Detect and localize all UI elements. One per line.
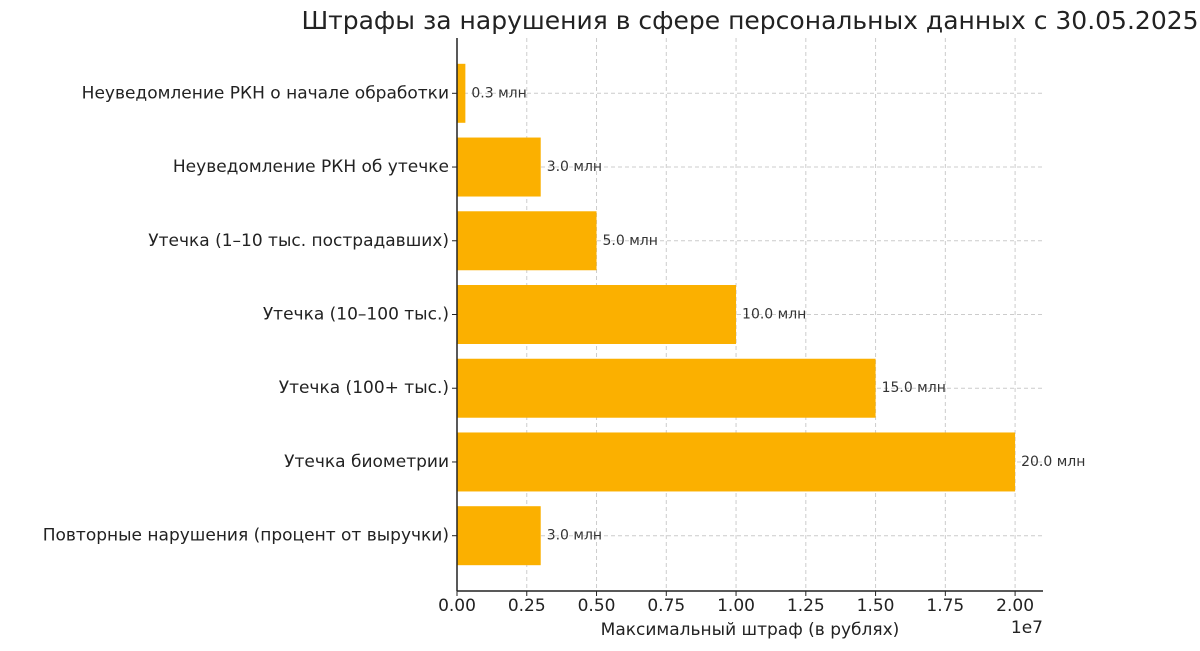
y-tick-label: Неуведомление РКН о начале обработки	[82, 83, 449, 103]
x-tick-label: 0.50	[578, 596, 616, 616]
y-tick-label: Утечка биометрии	[284, 452, 449, 472]
value-label: 3.0 млн	[547, 159, 602, 175]
y-tick-label: Повторные нарушения (процент от выручки)	[43, 526, 449, 546]
y-tick-label: Утечка (1–10 тыс. пострадавших)	[148, 231, 449, 251]
x-tick-label: 0.00	[438, 596, 476, 616]
value-label: 0.3 млн	[471, 85, 526, 101]
bar	[457, 63, 466, 123]
bar	[457, 506, 541, 566]
bar	[457, 211, 597, 271]
x-offset-label: 1e7	[1011, 618, 1043, 638]
bar	[457, 432, 1016, 492]
value-label: 10.0 млн	[742, 307, 806, 323]
value-label: 20.0 млн	[1021, 454, 1085, 470]
bar	[457, 285, 737, 344]
chart-title: Штрафы за нарушения в сфере персональных…	[301, 6, 1198, 35]
x-tick-label: 0.75	[647, 596, 685, 616]
y-tick-label: Утечка (100+ тыс.)	[279, 378, 449, 398]
x-tick-label: 2.00	[996, 596, 1034, 616]
x-tick-label: 1.25	[787, 596, 825, 616]
x-tick-label: 1.75	[926, 596, 964, 616]
x-axis-label: Максимальный штраф (в рублях)	[601, 620, 900, 640]
value-label: 5.0 млн	[603, 233, 658, 249]
y-tick-label: Неуведомление РКН об утечке	[173, 157, 449, 177]
bar	[457, 358, 876, 418]
value-label: 15.0 млн	[882, 380, 946, 396]
x-tick-label: 1.50	[857, 596, 895, 616]
y-tick-label: Утечка (10–100 тыс.)	[263, 305, 449, 325]
x-tick-label: 1.00	[717, 596, 755, 616]
bar	[457, 137, 541, 197]
x-tick-label: 0.25	[508, 596, 546, 616]
value-label: 3.0 млн	[547, 528, 602, 544]
